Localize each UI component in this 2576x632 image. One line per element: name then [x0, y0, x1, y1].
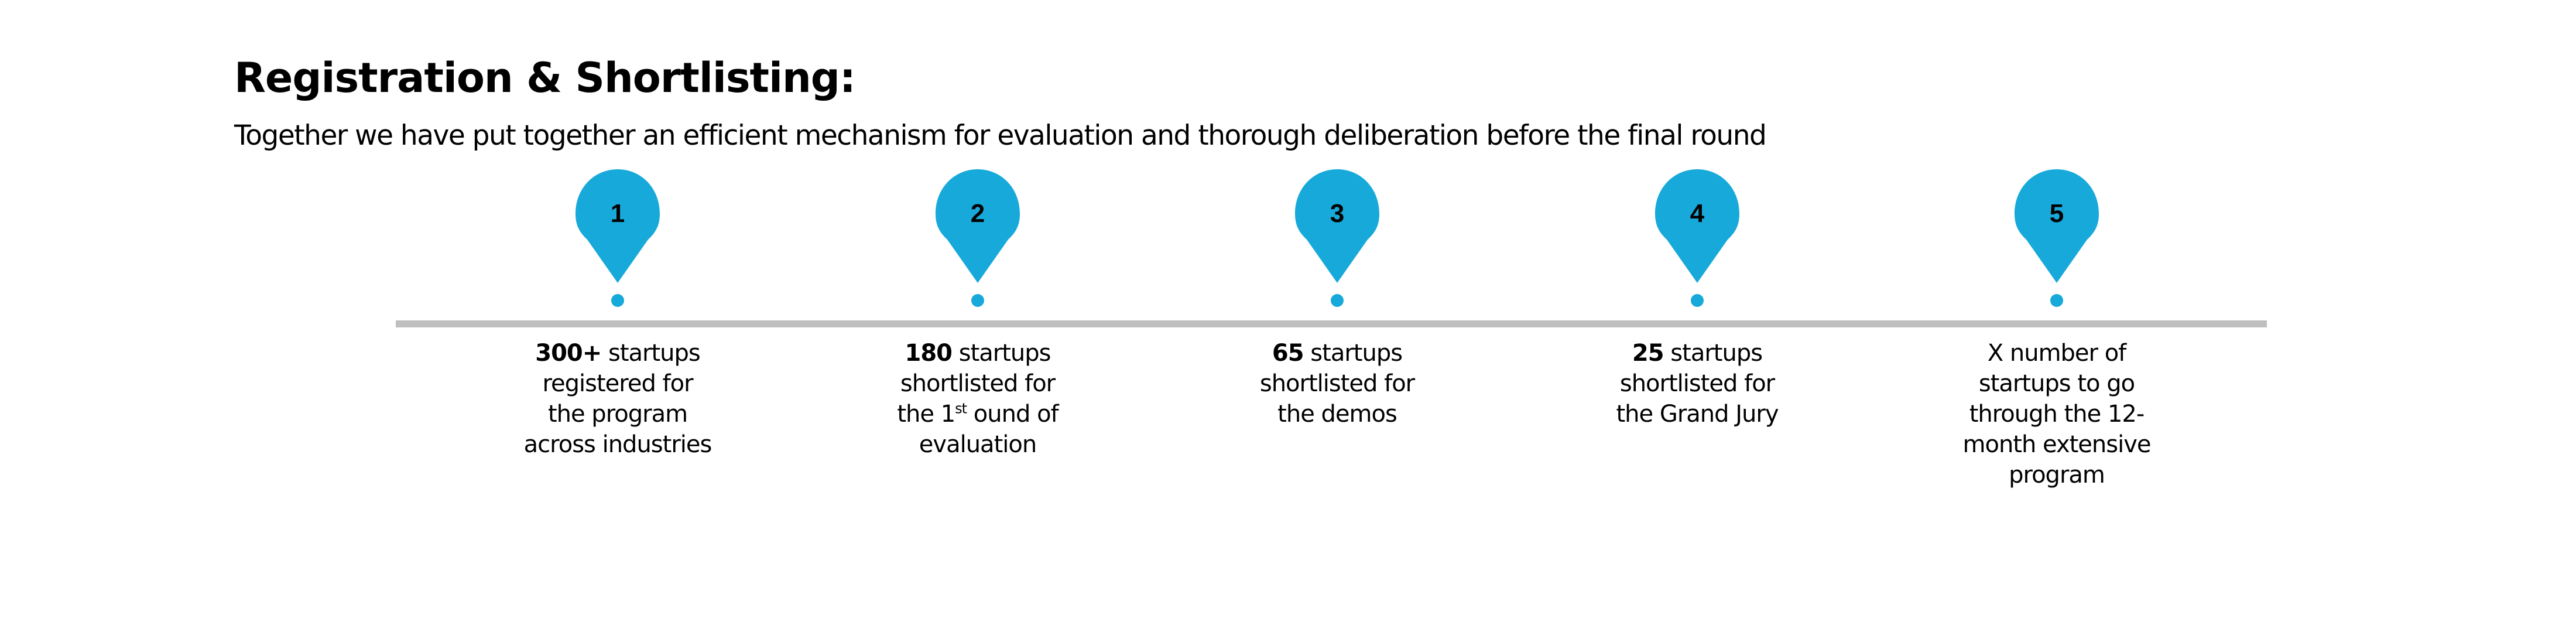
desc-text: shortlisted for: [1259, 370, 1415, 397]
desc-text: startups: [1663, 340, 1763, 367]
step-description: X number of startups to go through the 12-…: [1893, 338, 2221, 490]
desc-text: startups: [1303, 340, 1403, 367]
desc-text: ound of: [967, 401, 1059, 428]
timeline-dot: [611, 294, 624, 307]
superscript: st: [955, 400, 967, 417]
step-description: 65 startups shortlisted for the demos: [1173, 338, 1501, 429]
desc-text: shortlisted for: [1619, 370, 1775, 397]
step-number: 3: [1330, 199, 1345, 228]
timeline-line: [396, 320, 2267, 327]
timeline-dot: [1331, 294, 1344, 307]
map-pin-icon: 4: [1650, 167, 1744, 290]
step-count: 300+: [535, 340, 602, 367]
page-subtitle: Together we have put together an efficie…: [234, 119, 1767, 152]
step-number: 5: [2049, 199, 2064, 228]
desc-text: the program: [547, 401, 688, 428]
step-number: 4: [1690, 199, 1705, 228]
desc-text: startups: [952, 340, 1051, 367]
desc-text: the demos: [1277, 401, 1397, 428]
desc-text: X number of: [1987, 340, 2126, 367]
desc-text: month extensive: [1962, 431, 2152, 458]
desc-text: startups: [601, 340, 701, 367]
step-number: 1: [610, 199, 625, 228]
desc-text: the Grand Jury: [1616, 401, 1779, 428]
step-count: 180: [905, 340, 953, 367]
map-pin-icon: 2: [931, 167, 1025, 290]
map-pin-icon: 5: [2010, 167, 2104, 290]
desc-text: shortlisted for: [900, 370, 1056, 397]
desc-text: through the 12-: [1969, 401, 2145, 428]
desc-text: startups to go: [1978, 370, 2135, 397]
step-count: 65: [1272, 340, 1304, 367]
step-count: 25: [1632, 340, 1664, 367]
step-description: 180 startups shortlisted for the 1st ound …: [814, 338, 1142, 460]
step-description: 300+ startups registered for the program ac…: [454, 338, 782, 460]
desc-text: registered for: [542, 370, 693, 397]
desc-text: across industries: [523, 431, 712, 458]
map-pin-icon: 1: [571, 167, 664, 290]
step-number: 2: [970, 199, 985, 228]
step-description: 25 startups shortlisted for the Grand Jury: [1533, 338, 1861, 429]
desc-text: evaluation: [919, 431, 1037, 458]
desc-text: the 1: [897, 401, 955, 428]
timeline-dot: [971, 294, 984, 307]
timeline-dot: [1691, 294, 1704, 307]
map-pin-icon: 3: [1290, 167, 1384, 290]
page-title: Registration & Shortlisting:: [234, 54, 856, 102]
desc-text: program: [2009, 462, 2105, 488]
timeline-dot: [2050, 294, 2063, 307]
